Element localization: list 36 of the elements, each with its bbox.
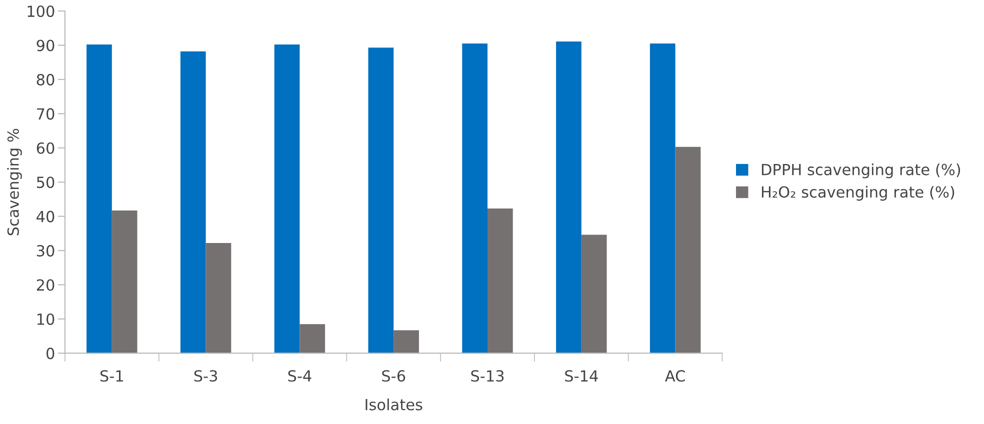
y-tick-label: 90: [36, 40, 54, 52]
y-tick-label: 40: [36, 210, 54, 222]
bar: [556, 41, 582, 354]
y-tick-label: 70: [37, 108, 54, 120]
bar: [488, 208, 513, 354]
bar: [368, 48, 394, 354]
y-tick-label: 10: [37, 313, 54, 325]
legend-label: H₂O₂ scavenging rate (%): [762, 186, 954, 201]
y-axis-title: Scavenging %: [7, 128, 22, 236]
y-tick-label: 80: [36, 74, 54, 86]
bar: [206, 243, 232, 354]
bar: [581, 234, 607, 354]
x-tick-label: S-1: [100, 370, 123, 382]
x-tick-label: S-4: [288, 370, 312, 382]
bar: [394, 330, 419, 354]
y-tick-label: 30: [36, 245, 54, 257]
legend-label: DPPH scavenging rate (%): [762, 164, 960, 178]
y-tick-label: 0: [46, 348, 54, 360]
y-tick-label: 100: [28, 5, 54, 18]
bar: [650, 44, 676, 354]
bar: [86, 44, 112, 354]
bar: [300, 324, 326, 354]
bar: [112, 210, 138, 354]
y-tick-label: 20: [36, 279, 54, 291]
y-tick-label: 60: [36, 142, 54, 154]
bar: [675, 146, 701, 354]
x-tick-label: S-3: [194, 370, 218, 382]
x-tick-label: S-14: [565, 370, 598, 382]
x-axis-title: Isolates: [366, 398, 422, 410]
y-tick-label: 50: [36, 176, 54, 188]
bar: [274, 44, 300, 354]
x-tick-label: S-13: [471, 370, 504, 382]
x-tick-label: S-6: [382, 370, 406, 382]
x-tick-label: AC: [665, 370, 685, 382]
bar: [462, 44, 488, 354]
bar: [180, 51, 206, 354]
